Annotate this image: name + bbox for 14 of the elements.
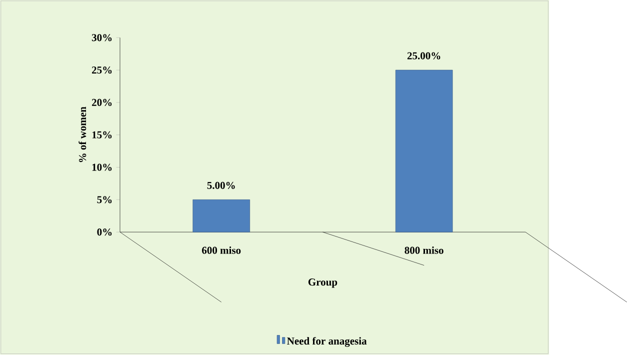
x-axis-title: Group xyxy=(308,278,338,288)
x-tick-label: 600 miso xyxy=(202,246,241,254)
y-tick-label: 25% xyxy=(92,66,112,74)
y-tick-label: 20% xyxy=(92,99,112,106)
y-tick-label: 10% xyxy=(92,164,112,171)
y-tick-label: 15% xyxy=(92,131,112,139)
data-label: 5.00% xyxy=(207,182,235,190)
y-tick-label: 0% xyxy=(97,228,112,236)
legend-label: Need for anagesia xyxy=(287,337,367,347)
data-label: 25.00% xyxy=(407,52,440,60)
x-tick-label: 800 miso xyxy=(404,246,444,254)
y-axis-title: % of women xyxy=(78,106,86,162)
y-tick-label: 5% xyxy=(97,196,112,204)
y-tick-label: 30% xyxy=(92,34,112,42)
